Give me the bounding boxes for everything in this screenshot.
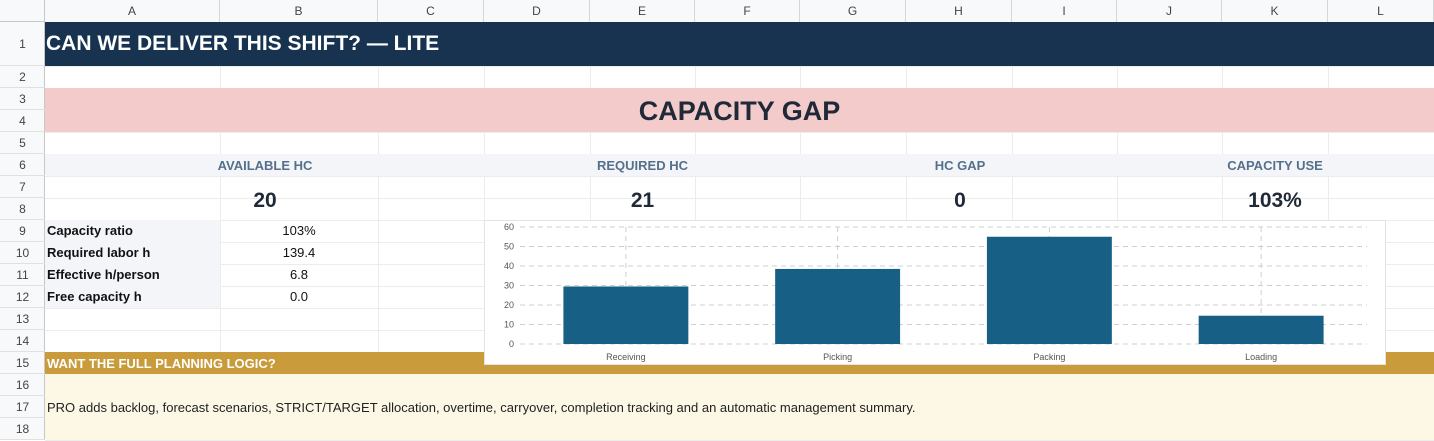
bar-loading [1198,315,1324,344]
row-gridline [45,66,1434,67]
row-header-3[interactable]: 3 [0,88,45,110]
metric-label-required-labor[interactable]: Required labor h [47,245,151,260]
workload-bar-chart[interactable]: 0 10 20 30 40 50 60 Receiving Picking Packing Load… [484,220,1386,365]
select-all-corner[interactable] [0,0,45,22]
y-tick-label: 60 [504,222,514,232]
x-tick-label-loading: Loading [1245,352,1277,362]
row-header-13[interactable]: 13 [0,308,45,330]
column-header-e[interactable]: E [590,0,695,22]
kpi-label-hc-gap[interactable]: HC GAP [934,158,986,173]
row-header-7[interactable]: 7 [0,176,45,198]
promo-heading[interactable]: WANT THE FULL PLANNING LOGIC? [47,356,276,371]
x-tick-label-receiving: Receiving [606,352,646,362]
row-header-1[interactable]: 1 [0,22,45,66]
bar-picking [775,268,901,344]
y-tick-label: 0 [509,339,514,349]
column-header-j[interactable]: J [1117,0,1222,22]
column-header-h[interactable]: H [906,0,1012,22]
metric-label-column [45,220,220,308]
metric-label-effective-hours[interactable]: Effective h/person [47,267,160,282]
row-header-15[interactable]: 15 [0,352,45,374]
column-header-g[interactable]: G [800,0,906,22]
row-header-18[interactable]: 18 [0,418,45,440]
row-gridline [45,198,1434,199]
row-header-6[interactable]: 6 [0,154,45,176]
kpi-label-available-hc[interactable]: AVAILABLE HC [217,158,313,173]
metric-value-effective-hours[interactable]: 6.8 [289,267,309,282]
row-header-4[interactable]: 4 [0,110,45,132]
column-header-c[interactable]: C [378,0,484,22]
metric-label-capacity-ratio[interactable]: Capacity ratio [47,223,133,238]
row-gridline [45,176,1434,177]
row-header-8[interactable]: 8 [0,198,45,220]
row-header-17[interactable]: 17 [0,396,45,418]
row-header-bar: 1 2 3 4 5 6 7 8 9 10 11 12 13 14 15 16 17 18 [0,22,45,440]
promo-note-band [45,374,1434,440]
row-header-14[interactable]: 14 [0,330,45,352]
y-tick-label: 30 [504,281,514,291]
row-gridline [45,132,1434,133]
x-tick-label-picking: Picking [823,352,852,362]
kpi-value-capacity-use[interactable]: 103% [1248,189,1302,212]
column-header-b[interactable]: B [220,0,378,22]
y-tick-label: 40 [504,261,514,271]
metric-value-required-labor[interactable]: 139.4 [282,245,316,260]
kpi-label-capacity-use[interactable]: CAPACITY USE [1227,158,1323,173]
column-header-k[interactable]: K [1222,0,1328,22]
x-tick-label-packing: Packing [1033,352,1065,362]
capacity-gap-band [45,88,1434,132]
sheet-title[interactable]: CAN WE DELIVER THIS SHIFT? — LITE [46,32,440,55]
kpi-value-available-hc[interactable]: 20 [253,189,277,212]
metric-value-free-capacity[interactable]: 0.0 [289,289,309,304]
y-tick-label: 10 [504,320,514,330]
kpi-value-hc-gap[interactable]: 0 [954,189,966,212]
row-header-9[interactable]: 9 [0,220,45,242]
column-gridline [220,22,221,440]
row-header-11[interactable]: 11 [0,264,45,286]
metric-value-capacity-ratio[interactable]: 103% [282,223,316,238]
chart-canvas: 0 10 20 30 40 50 60 Receiving Picking Packing Load… [504,222,1367,362]
column-header-a[interactable]: A [45,0,220,22]
y-tick-label: 50 [504,242,514,252]
bar-packing [986,236,1112,344]
capacity-gap-banner[interactable]: CAPACITY GAP [638,96,841,126]
y-tick-label: 20 [504,300,514,310]
kpi-label-required-hc[interactable]: REQUIRED HC [596,158,688,173]
row-header-12[interactable]: 12 [0,286,45,308]
bar-receiving [563,286,689,344]
row-header-10[interactable]: 10 [0,242,45,264]
metric-label-free-capacity[interactable]: Free capacity h [47,289,142,304]
row-header-5[interactable]: 5 [0,132,45,154]
row-header-2[interactable]: 2 [0,66,45,88]
promo-description[interactable]: PRO adds backlog, forecast scenarios, ST… [47,400,916,415]
column-header-i[interactable]: I [1012,0,1117,22]
row-header-16[interactable]: 16 [0,374,45,396]
column-gridline [378,22,379,440]
kpi-value-required-hc[interactable]: 21 [630,189,655,212]
title-band [45,22,1434,66]
column-header-f[interactable]: F [695,0,800,22]
column-header-l[interactable]: L [1328,0,1434,22]
kpi-header-band [45,154,1434,176]
column-header-d[interactable]: D [484,0,590,22]
